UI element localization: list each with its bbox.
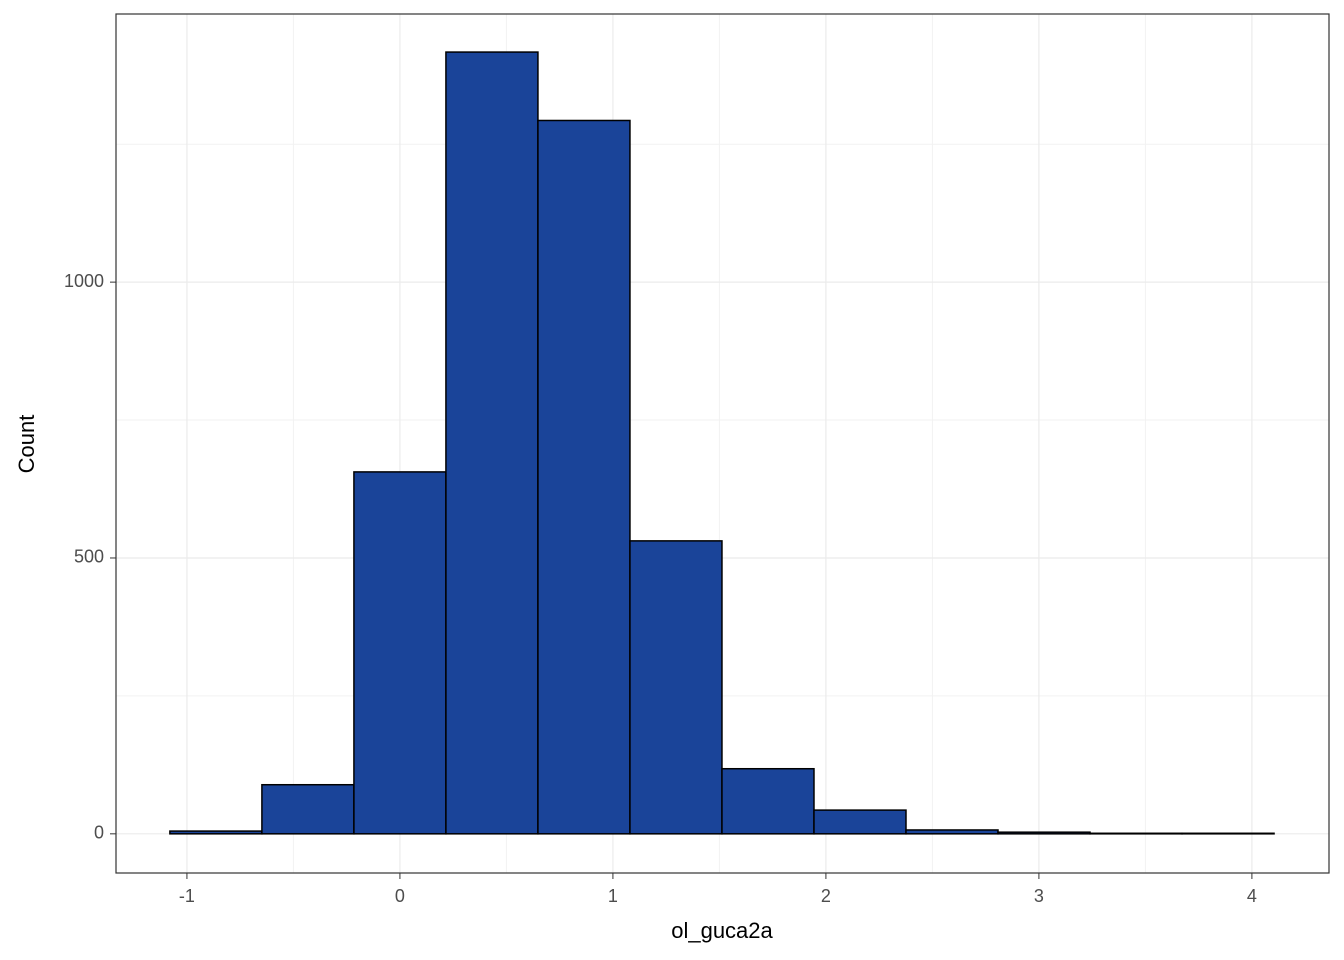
- x-tick-label: 1: [608, 886, 618, 906]
- bar: [629, 540, 723, 835]
- y-tick-label: 500: [74, 547, 104, 567]
- y-axis-title: Count: [14, 415, 39, 474]
- bar: [445, 51, 539, 835]
- bar: [261, 783, 355, 835]
- x-tick-label: 0: [395, 886, 405, 906]
- axes: -1 0 1 2 3 4 0 500 1000: [64, 13, 1330, 906]
- panel-border: [115, 13, 1330, 874]
- x-tick-label: 2: [821, 886, 831, 906]
- y-tick-label: 0: [94, 823, 104, 843]
- bar: [537, 119, 631, 835]
- bar: [169, 830, 263, 835]
- bar: [1089, 832, 1183, 835]
- x-tick-label: 4: [1247, 886, 1257, 906]
- x-axis-title: ol_guca2a: [671, 918, 773, 943]
- x-tick-label: 3: [1034, 886, 1044, 906]
- bar: [813, 809, 907, 835]
- bars: [169, 51, 1275, 835]
- bar: [1181, 832, 1275, 835]
- bar: [997, 831, 1091, 835]
- x-tick-label: -1: [179, 886, 195, 906]
- y-tick-label: 1000: [64, 271, 104, 291]
- bar: [353, 471, 447, 835]
- bar: [721, 767, 815, 835]
- bar: [905, 829, 999, 835]
